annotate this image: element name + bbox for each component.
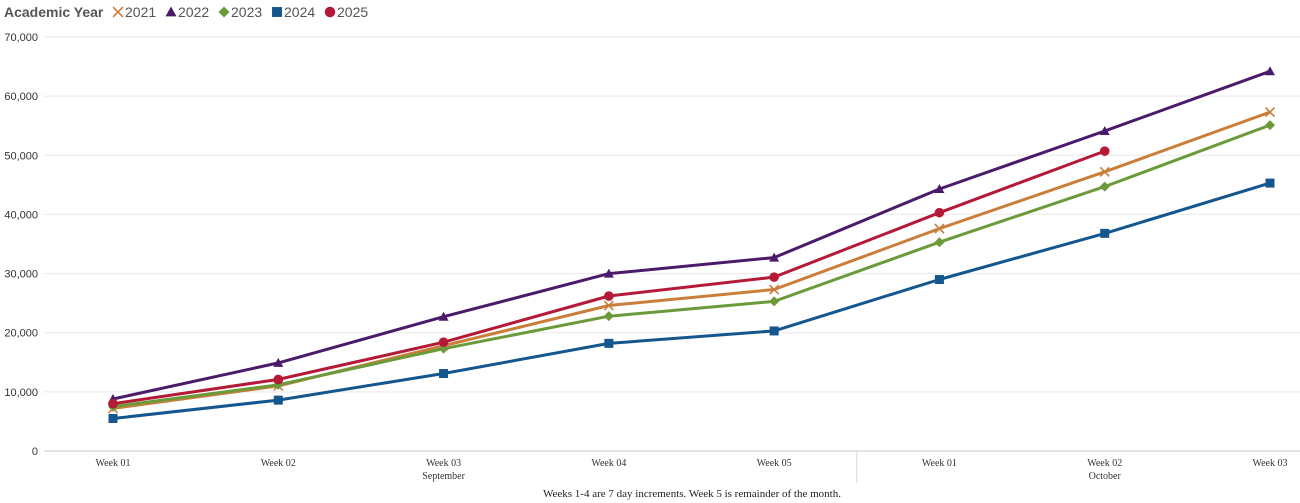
legend-item-2021: 2021 bbox=[112, 4, 156, 20]
y-tick-label: 60,000 bbox=[4, 91, 38, 103]
data-point bbox=[769, 284, 780, 295]
data-point bbox=[934, 274, 944, 284]
footnote: Weeks 1-4 are 7 day increments. Week 5 i… bbox=[543, 488, 841, 500]
data-point bbox=[1100, 228, 1110, 238]
data-point bbox=[604, 338, 614, 348]
legend: Academic Year 2021 2022 2023 2024 2025 bbox=[4, 4, 368, 20]
data-point bbox=[108, 398, 118, 409]
series-line bbox=[112, 123, 1271, 409]
y-tick-label: 10,000 bbox=[4, 387, 38, 399]
legend-item-2022: 2022 bbox=[165, 4, 209, 20]
data-point bbox=[604, 291, 614, 301]
data-point bbox=[934, 207, 945, 218]
legend-item-2025: 2025 bbox=[324, 4, 368, 20]
legend-label: 2022 bbox=[178, 4, 209, 20]
data-point bbox=[108, 413, 118, 423]
data-point bbox=[438, 311, 449, 321]
legend-marker bbox=[272, 7, 282, 17]
x-tick-label: Week 03 bbox=[1252, 458, 1287, 469]
data-point bbox=[769, 272, 779, 282]
series-2025 bbox=[108, 146, 1110, 409]
data-point bbox=[273, 395, 283, 405]
data-point bbox=[769, 296, 780, 307]
data-point bbox=[1265, 66, 1275, 76]
y-tick-label: 40,000 bbox=[4, 209, 38, 221]
x-tick-label: Week 01 bbox=[922, 458, 957, 469]
data-point bbox=[603, 268, 614, 278]
data-point bbox=[1099, 146, 1110, 156]
data-point bbox=[273, 374, 284, 385]
series-line bbox=[112, 181, 1271, 420]
y-tick-label: 30,000 bbox=[4, 269, 38, 281]
legend-label: 2025 bbox=[337, 4, 368, 20]
series-2023 bbox=[108, 120, 1275, 412]
data-point bbox=[1099, 126, 1110, 136]
x-tick-label: Week 02 bbox=[1087, 458, 1122, 469]
legend-title: Academic Year bbox=[4, 4, 104, 20]
x-tick-label: Week 05 bbox=[757, 458, 792, 469]
data-point bbox=[934, 237, 945, 248]
data-point bbox=[1265, 178, 1275, 188]
y-tick-label: 0 bbox=[32, 446, 38, 458]
series-line bbox=[112, 69, 1271, 401]
data-point bbox=[1264, 107, 1276, 118]
legend-label: 2023 bbox=[231, 4, 262, 20]
data-point bbox=[1099, 166, 1110, 177]
axes: 0 10,000 20,000 30,000 40,000 50,000 60,000 70,… bbox=[4, 32, 1288, 483]
data-point bbox=[438, 337, 449, 347]
x-tick-label: Week 04 bbox=[591, 458, 626, 469]
legend-item-2023: 2023 bbox=[218, 4, 262, 20]
x-group-label: September bbox=[422, 471, 465, 482]
data-point bbox=[603, 311, 614, 322]
series-2022 bbox=[108, 66, 1275, 403]
data-point bbox=[934, 183, 945, 193]
legend-marker bbox=[112, 6, 124, 18]
data-point bbox=[769, 252, 780, 262]
data-point bbox=[1265, 120, 1275, 131]
legend-marker bbox=[218, 6, 230, 18]
legend-label: 2024 bbox=[284, 4, 315, 20]
legend-item-2024: 2024 bbox=[272, 4, 315, 20]
legend-marker bbox=[165, 6, 177, 17]
x-tick-label: Week 03 bbox=[426, 458, 461, 469]
data-point bbox=[934, 223, 945, 234]
series-2024 bbox=[108, 178, 1275, 423]
data-point bbox=[439, 369, 449, 379]
y-tick-label: 50,000 bbox=[4, 150, 38, 162]
data-point bbox=[769, 326, 779, 336]
gridlines bbox=[44, 36, 1300, 452]
y-tick-label: 20,000 bbox=[4, 328, 38, 340]
x-tick-label: Week 01 bbox=[95, 458, 130, 469]
series-layer bbox=[107, 66, 1276, 423]
series-line bbox=[112, 110, 1271, 410]
y-tick-label: 70,000 bbox=[4, 32, 38, 44]
data-point bbox=[273, 357, 284, 367]
legend-marker bbox=[324, 6, 336, 18]
legend-label: 2021 bbox=[125, 4, 156, 20]
data-point bbox=[603, 300, 614, 311]
x-group-label: October bbox=[1089, 471, 1122, 482]
x-tick-label: Week 02 bbox=[261, 458, 296, 469]
data-point bbox=[1099, 181, 1110, 192]
